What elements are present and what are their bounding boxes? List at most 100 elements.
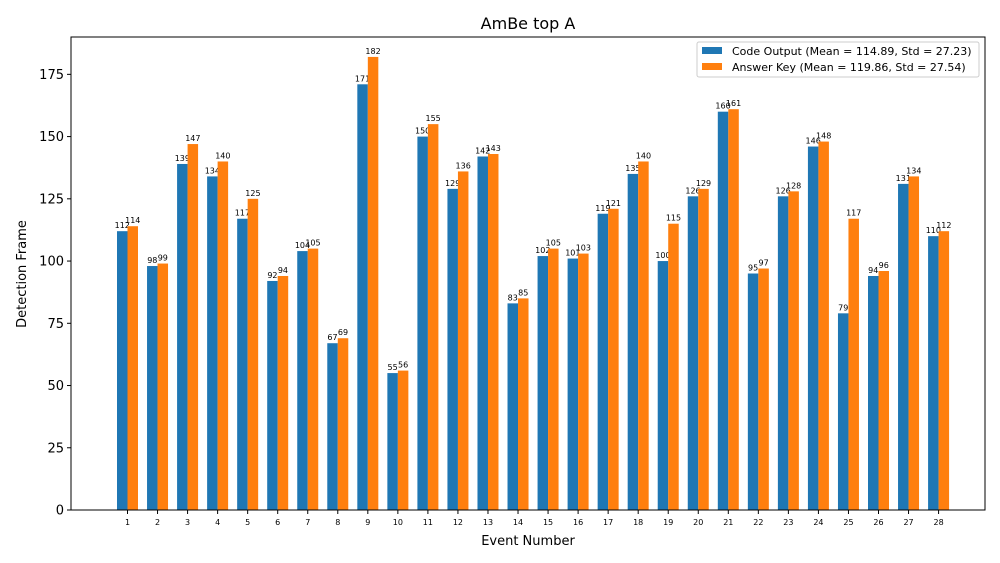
bar	[567, 258, 579, 510]
bar-value-label: 126	[775, 186, 790, 195]
bar	[277, 275, 289, 510]
bar-value-label: 102	[535, 246, 550, 255]
x-tick-label: 20	[693, 518, 703, 527]
bar	[687, 196, 699, 510]
bar-value-label: 99	[158, 254, 168, 263]
x-tick-label: 13	[483, 518, 493, 527]
x-tick-label: 12	[453, 518, 463, 527]
x-tick-label: 16	[573, 518, 583, 527]
bar-value-label: 115	[666, 214, 681, 223]
bar-value-label: 150	[415, 127, 430, 136]
bar	[397, 370, 409, 510]
x-tick-label: 23	[783, 518, 793, 527]
bar-value-label: 129	[696, 179, 711, 188]
bar	[548, 248, 559, 511]
y-tick-label: 175	[39, 68, 64, 83]
bar	[868, 275, 879, 510]
bar	[247, 198, 259, 510]
y-axis-title: Detection Frame	[15, 220, 30, 328]
x-tick-label: 1	[125, 518, 130, 527]
bar	[207, 176, 218, 510]
x-tick-label: 18	[633, 518, 643, 527]
bar	[307, 248, 319, 511]
y-tick-label: 25	[47, 441, 64, 456]
bar	[427, 124, 439, 510]
bar	[447, 188, 458, 511]
bar-value-label: 98	[147, 256, 157, 265]
bar	[597, 213, 609, 510]
bar-value-label: 100	[655, 251, 670, 260]
bar-value-label: 105	[305, 239, 320, 248]
bar	[668, 223, 679, 510]
bar	[717, 111, 729, 511]
bar-value-label: 112	[936, 221, 951, 230]
x-tick-label: 2	[155, 518, 160, 527]
bar-value-label: 69	[338, 328, 348, 337]
bar	[928, 236, 939, 510]
bar	[367, 56, 379, 511]
bar-value-label: 119	[595, 204, 610, 213]
bar	[657, 261, 669, 510]
bar-value-label: 92	[267, 271, 277, 280]
y-tick-label: 100	[39, 255, 64, 270]
bar	[728, 109, 739, 510]
bar-value-label: 95	[748, 264, 758, 273]
bar	[627, 173, 639, 511]
x-tick-label: 5	[245, 518, 250, 527]
bar	[837, 313, 849, 510]
bar	[387, 373, 398, 510]
bar	[698, 188, 709, 511]
bar-value-label: 96	[879, 261, 889, 270]
bar	[507, 303, 519, 510]
x-tick-label: 15	[543, 518, 553, 527]
bar-value-label: 135	[625, 164, 640, 173]
legend-entry-label: Code Output (Mean = 114.89, Std = 27.23)	[732, 45, 972, 58]
bar	[177, 163, 188, 510]
x-tick-label: 9	[365, 518, 370, 527]
y-tick-label: 150	[39, 130, 64, 145]
bar-value-label: 148	[816, 132, 831, 141]
bar-value-label: 55	[388, 363, 398, 372]
bar-value-label: 101	[565, 249, 580, 258]
x-tick-label: 6	[275, 518, 280, 527]
x-tick-label: 17	[603, 518, 613, 527]
bar-value-label: 161	[726, 99, 741, 108]
bar	[327, 343, 338, 510]
bar	[417, 136, 428, 510]
bar	[788, 191, 799, 510]
x-tick-label: 4	[215, 518, 220, 527]
bar-value-label: 110	[926, 226, 941, 235]
bar-value-label: 121	[606, 199, 621, 208]
bar-value-label: 140	[636, 151, 651, 160]
bar-value-label: 125	[245, 189, 260, 198]
bar	[807, 146, 819, 511]
bar-value-label: 117	[235, 209, 250, 218]
bar-value-label: 85	[518, 288, 528, 297]
y-tick-label: 0	[56, 504, 64, 519]
bar	[898, 183, 909, 510]
bar	[357, 84, 368, 511]
bar-value-label: 117	[846, 209, 861, 218]
y-tick-label: 50	[47, 379, 64, 394]
x-tick-label: 10	[393, 518, 403, 527]
bar-value-label: 134	[906, 166, 921, 175]
x-tick-label: 22	[753, 518, 763, 527]
bar	[537, 256, 549, 510]
bar	[578, 253, 589, 510]
bar-value-label: 131	[896, 174, 911, 183]
bar-value-label: 155	[426, 114, 441, 123]
legend: Code Output (Mean = 114.89, Std = 27.23)…	[696, 41, 980, 78]
bar	[608, 208, 619, 510]
x-tick-label: 24	[813, 518, 823, 527]
y-tick-label: 75	[47, 317, 64, 332]
bar-value-label: 79	[838, 303, 848, 312]
bar	[457, 171, 469, 510]
series-code-output: 112 98 139 134 117 92 104 67 171 55 150 129 142 83 102…	[115, 74, 941, 511]
bar-value-label: 105	[546, 239, 561, 248]
bar-value-label: 94	[278, 266, 288, 275]
bar	[518, 298, 529, 510]
legend-swatch	[702, 47, 722, 54]
bar-value-label: 136	[456, 161, 471, 170]
series-answer-key: 114 99 147 140 125 94 105 69 182 56 155 136 143 85 105…	[125, 47, 951, 511]
